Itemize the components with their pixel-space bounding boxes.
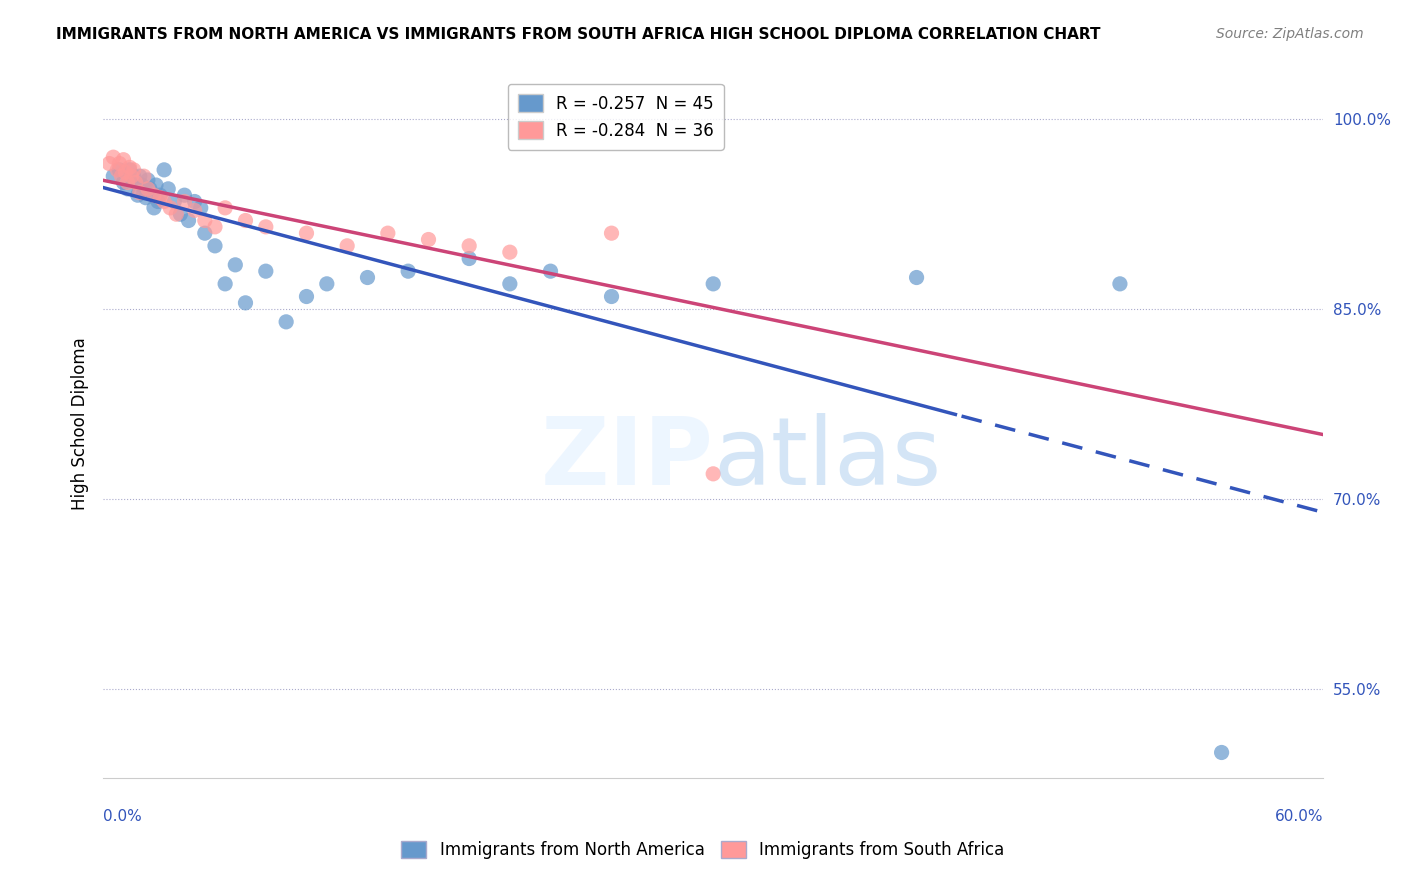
Legend: Immigrants from North America, Immigrants from South Africa: Immigrants from North America, Immigrant… xyxy=(395,834,1011,866)
Point xyxy=(153,194,176,209)
Point xyxy=(122,169,145,184)
Point xyxy=(163,194,186,209)
Point xyxy=(214,201,236,215)
Legend: R = -0.257  N = 45, R = -0.284  N = 36: R = -0.257 N = 45, R = -0.284 N = 36 xyxy=(508,84,724,150)
Point xyxy=(117,176,139,190)
Text: ZIP: ZIP xyxy=(540,413,713,505)
Point xyxy=(183,203,205,218)
Point xyxy=(194,213,217,227)
Point xyxy=(702,277,724,291)
Point xyxy=(356,270,378,285)
Point xyxy=(128,169,150,184)
Point xyxy=(153,162,176,177)
Point xyxy=(159,201,181,215)
Point xyxy=(136,173,159,187)
Point xyxy=(103,150,125,164)
Point xyxy=(177,213,200,227)
Point xyxy=(254,219,277,234)
Point xyxy=(124,176,146,190)
Point xyxy=(315,277,337,291)
Point xyxy=(108,156,131,170)
Point xyxy=(1109,277,1132,291)
Point xyxy=(127,188,149,202)
Point xyxy=(117,182,139,196)
Point xyxy=(224,258,246,272)
Text: 60.0%: 60.0% xyxy=(1275,809,1323,824)
Point xyxy=(132,186,155,200)
Point xyxy=(165,207,187,221)
Point xyxy=(540,264,562,278)
Point xyxy=(396,264,419,278)
Point xyxy=(118,161,141,175)
Point xyxy=(169,207,191,221)
Point xyxy=(295,226,318,240)
Point xyxy=(114,165,136,179)
Point xyxy=(122,162,145,177)
Point xyxy=(276,315,298,329)
Point xyxy=(458,239,481,253)
Point xyxy=(105,162,128,177)
Point xyxy=(110,169,132,184)
Point xyxy=(214,277,236,291)
Point xyxy=(204,219,226,234)
Point xyxy=(235,213,257,227)
Point xyxy=(157,182,180,196)
Point xyxy=(235,296,257,310)
Point xyxy=(103,169,125,184)
Point xyxy=(112,153,135,167)
Point xyxy=(131,178,153,192)
Point xyxy=(702,467,724,481)
Point xyxy=(143,188,166,202)
Point xyxy=(124,176,146,190)
Text: Source: ZipAtlas.com: Source: ZipAtlas.com xyxy=(1216,27,1364,41)
Point xyxy=(418,233,440,247)
Text: 0.0%: 0.0% xyxy=(103,809,142,824)
Point xyxy=(194,226,217,240)
Point xyxy=(128,186,150,200)
Point xyxy=(112,176,135,190)
Point xyxy=(98,156,121,170)
Point xyxy=(336,239,359,253)
Text: atlas: atlas xyxy=(713,413,942,505)
Point xyxy=(173,188,195,202)
Point xyxy=(146,194,169,209)
Point xyxy=(377,226,399,240)
Point xyxy=(135,191,157,205)
Point xyxy=(254,264,277,278)
Point xyxy=(600,226,623,240)
Point xyxy=(204,239,226,253)
Point xyxy=(1211,746,1233,760)
Point xyxy=(149,191,172,205)
Point xyxy=(145,178,167,192)
Point xyxy=(183,194,205,209)
Point xyxy=(108,162,131,177)
Point xyxy=(136,182,159,196)
Point xyxy=(132,169,155,184)
Point xyxy=(139,182,162,196)
Point xyxy=(143,201,166,215)
Y-axis label: High School Diploma: High School Diploma xyxy=(72,337,89,509)
Point xyxy=(905,270,928,285)
Point xyxy=(118,162,141,177)
Point xyxy=(458,252,481,266)
Point xyxy=(295,289,318,303)
Point xyxy=(149,188,172,202)
Point xyxy=(173,194,195,209)
Point xyxy=(121,169,143,184)
Text: IMMIGRANTS FROM NORTH AMERICA VS IMMIGRANTS FROM SOUTH AFRICA HIGH SCHOOL DIPLOM: IMMIGRANTS FROM NORTH AMERICA VS IMMIGRA… xyxy=(56,27,1101,42)
Point xyxy=(499,277,522,291)
Point xyxy=(190,201,212,215)
Point xyxy=(600,289,623,303)
Point xyxy=(499,245,522,260)
